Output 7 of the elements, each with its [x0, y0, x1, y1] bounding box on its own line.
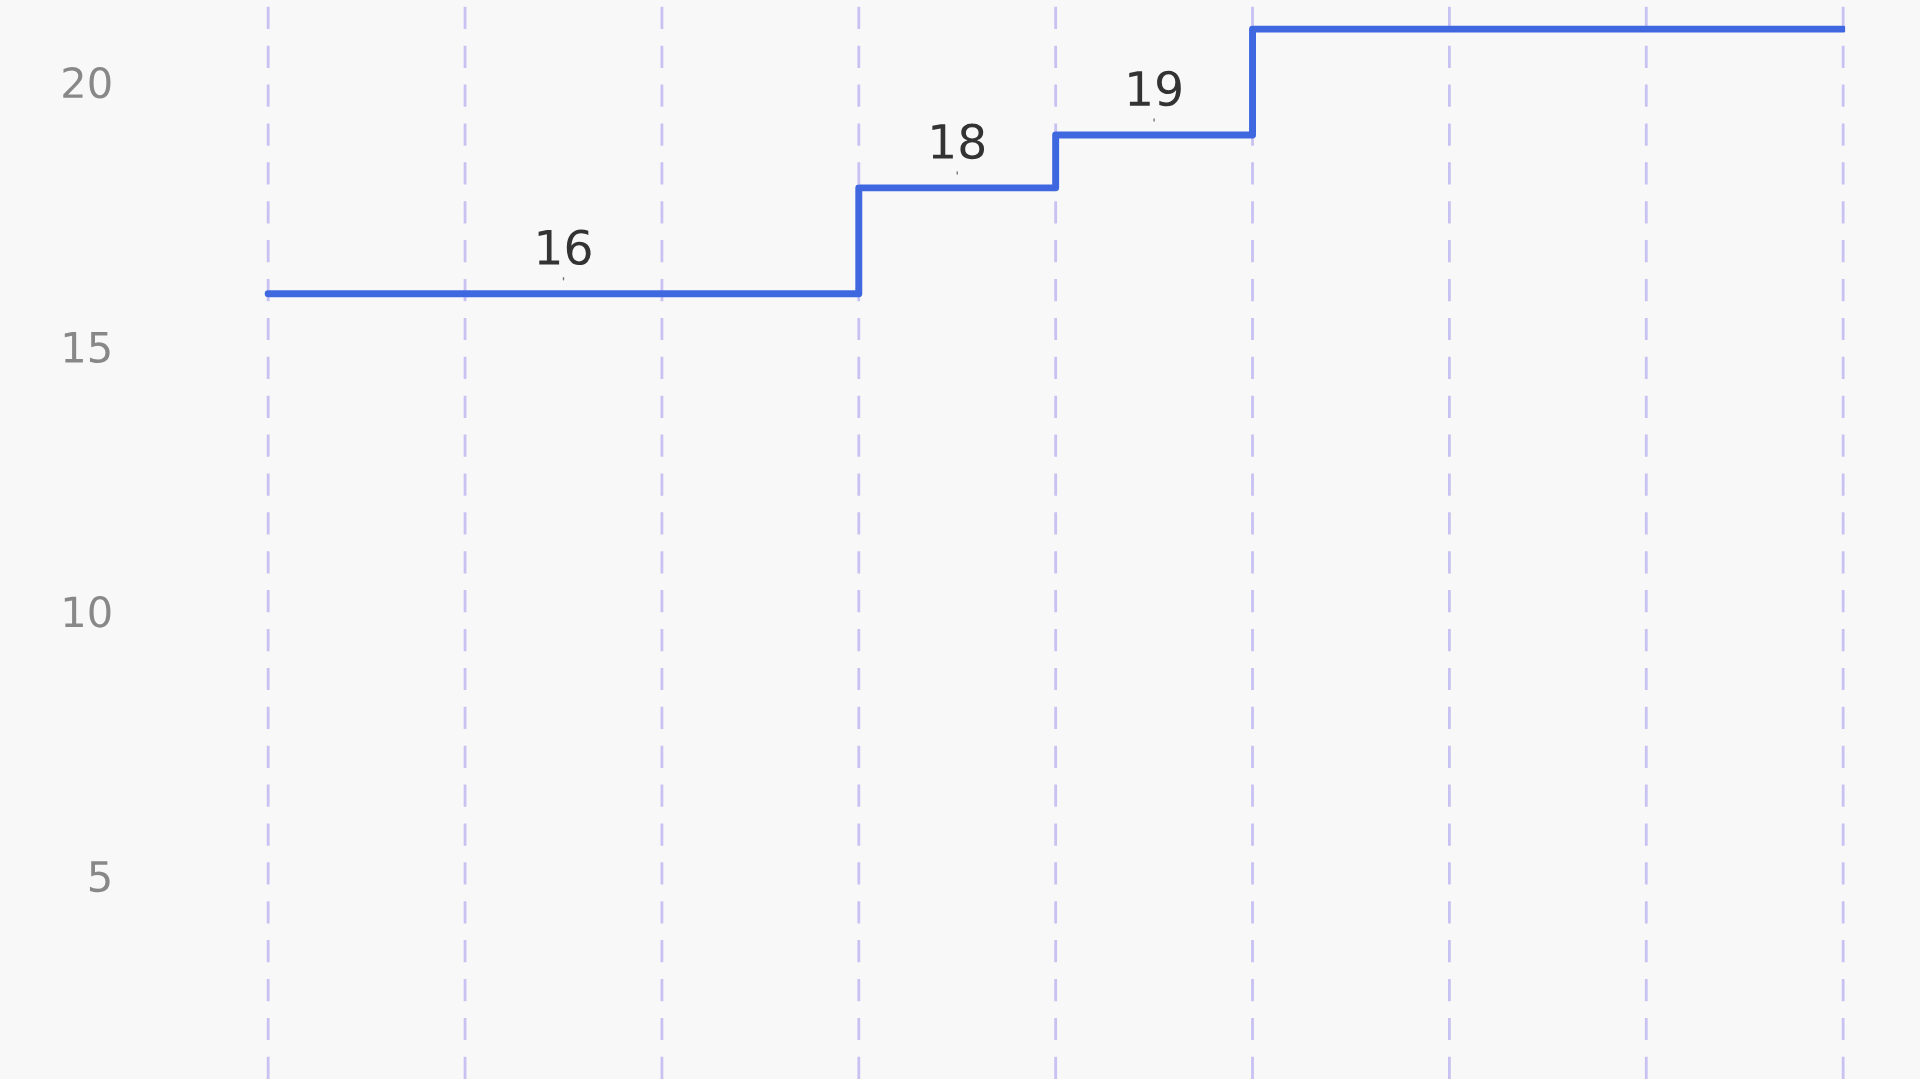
data-label: 19	[1129, 70, 1181, 107]
y-tick-label: 5	[89, 861, 110, 893]
data-label: 18	[932, 123, 985, 160]
data-label: 16	[538, 229, 591, 266]
y-tick-label: 10	[64, 596, 111, 628]
y-tick-label: 15	[64, 332, 110, 364]
y-tick-label: 20	[63, 66, 111, 99]
